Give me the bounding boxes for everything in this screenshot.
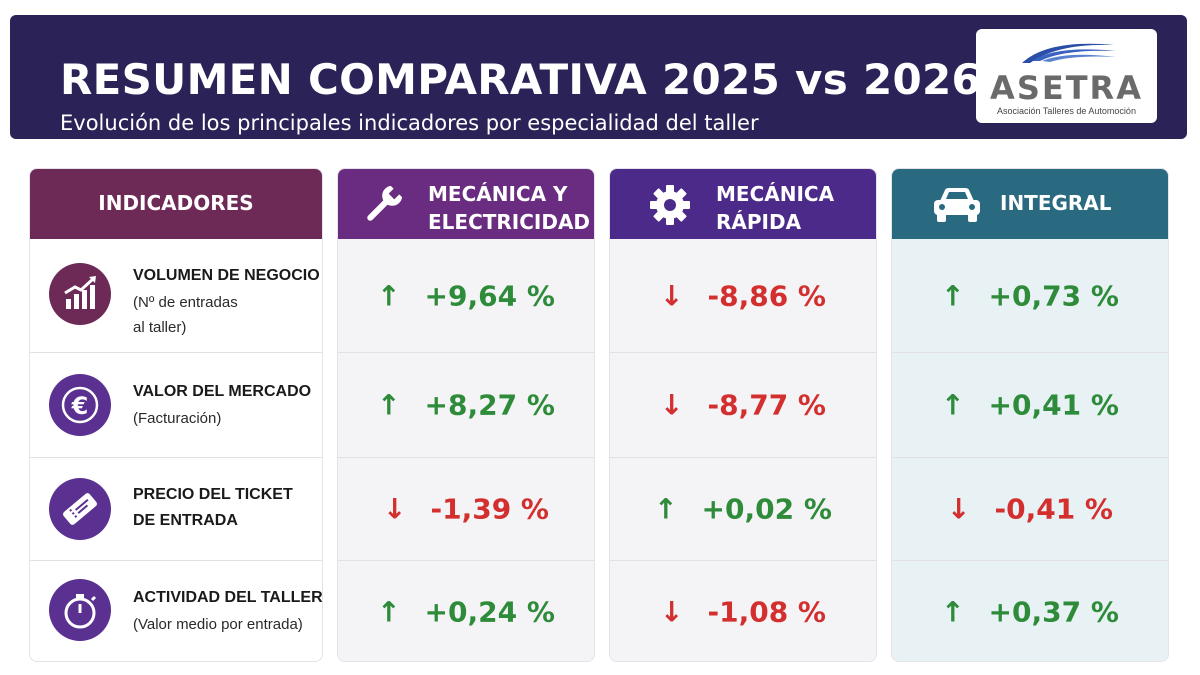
arrow-up-icon: ↑ [377,279,401,312]
chart-growth-icon [49,263,111,325]
arrow-up-icon: ↑ [941,595,965,629]
value-cell: ↑ +9,64 % [338,239,594,353]
mecanica-header-label-1: MECÁNICA Y [428,182,568,206]
indicator-desc: (Facturación) [133,410,222,427]
page-title: RESUMEN COMPARATIVA 2025 vs 2026 [60,55,982,104]
indicators-header-label: INDICADORES [98,191,254,215]
value-cell: ↓ -0,41 % [892,458,1168,561]
value-cell: ↑ +0,02 % [610,458,876,561]
arrow-down-icon: ↓ [947,492,971,526]
value-text: ↑ +0,02 % [654,492,832,526]
value-cell: ↑ +8,27 % [338,353,594,458]
indicators-column: INDICADORES VOLUMEN DE NEGOCIO (Nº de en… [29,168,323,662]
indicator-desc: al taller) [133,319,187,336]
value-text: ↑ +0,73 % [941,279,1119,312]
indicator-title: ACTIVIDAD DEL TALLER [133,589,323,606]
arrow-up-icon: ↑ [941,279,965,312]
rapida-header-label-2: RÁPIDA [716,210,802,234]
value-text: ↑ +8,27 % [377,388,555,422]
indicator-title: PRECIO DEL TICKET [133,486,293,503]
value-text: ↑ +0,24 % [377,595,555,629]
arrow-down-icon: ↓ [660,595,684,629]
value-text: ↑ +9,64 % [377,279,555,312]
arrow-down-icon: ↓ [383,492,407,526]
integral-column-header: INTEGRAL [892,169,1168,239]
value-text: ↓ -8,77 % [660,388,826,422]
value-text: ↓ -1,08 % [660,595,826,629]
rapida-header-label-1: MECÁNICA [716,182,835,206]
euro-icon: € [49,374,111,436]
value-cell: ↓ -1,39 % [338,458,594,561]
value-text: ↓ -1,39 % [383,492,549,526]
gear-icon [650,185,690,225]
value-cell: ↑ +0,41 % [892,353,1168,458]
arrow-down-icon: ↓ [660,279,684,312]
value-text: ↓ -0,41 % [947,492,1113,526]
value-cell: ↑ +0,24 % [338,561,594,661]
car-icon [934,188,980,222]
arrow-up-icon: ↑ [377,595,401,629]
value-text: ↑ +0,37 % [941,595,1119,629]
indicator-title: VOLUMEN DE NEGOCIO [133,267,320,284]
value-cell: ↑ +0,37 % [892,561,1168,661]
arrow-up-icon: ↑ [654,492,678,526]
value-cell: ↑ +0,73 % [892,239,1168,353]
indicator-title: DE ENTRADA [133,512,238,529]
page-subtitle: Evolución de los principales indicadores… [60,111,759,135]
value-cell: ↓ -8,77 % [610,353,876,458]
value-text: ↑ +0,41 % [941,388,1119,422]
rapida-column-header: MECÁNICA RÁPIDA [610,169,876,239]
mecanica-column-header: MECÁNICA Y ELECTRICIDAD [338,169,594,239]
indicator-title: VALOR DEL MERCADO [133,383,312,400]
logo-name: ASETRA [990,69,1143,107]
indicator-row-volumen: VOLUMEN DE NEGOCIO (Nº de entradas al ta… [30,239,322,353]
indicator-desc: (Valor medio por entrada) [133,616,303,633]
logo-swoosh-icon [1022,43,1116,63]
arrow-up-icon: ↑ [377,388,401,422]
logo-tagline: Asociación Talleres de Automoción [997,106,1136,116]
ticket-icon [49,478,111,540]
stopwatch-icon [49,579,111,641]
rapida-column: MECÁNICA RÁPIDA ↓ -8,86 % ↓ -8,77 % ↑ +0,02… [609,168,877,662]
mecanica-column: MECÁNICA Y ELECTRICIDAD ↑ +9,64 % ↑ +8,27 … [337,168,595,662]
value-text: ↓ -8,86 % [660,279,826,312]
indicator-desc: (Nº de entradas [133,294,238,311]
arrow-up-icon: ↑ [941,388,965,422]
mecanica-header-label-2: ELECTRICIDAD [428,210,591,234]
value-cell: ↓ -8,86 % [610,239,876,353]
arrow-down-icon: ↓ [660,388,684,422]
svg-text:€: € [71,392,89,420]
indicator-row-precio: PRECIO DEL TICKET DE ENTRADA [30,458,322,561]
asetra-logo: ASETRA Asociación Talleres de Automoción [976,29,1157,123]
integral-column: INTEGRAL ↑ +0,73 % ↑ +0,41 % ↓ -0,41 % ↑ +0,… [891,168,1169,662]
value-cell: ↓ -1,08 % [610,561,876,661]
integral-header-label: INTEGRAL [1000,191,1112,215]
indicator-row-valor: € VALOR DEL MERCADO (Facturación) [30,353,322,458]
wrench-icon [367,185,403,221]
indicator-row-actividad: ACTIVIDAD DEL TALLER (Valor medio por en… [30,561,323,661]
indicators-column-header: INDICADORES [30,169,322,239]
